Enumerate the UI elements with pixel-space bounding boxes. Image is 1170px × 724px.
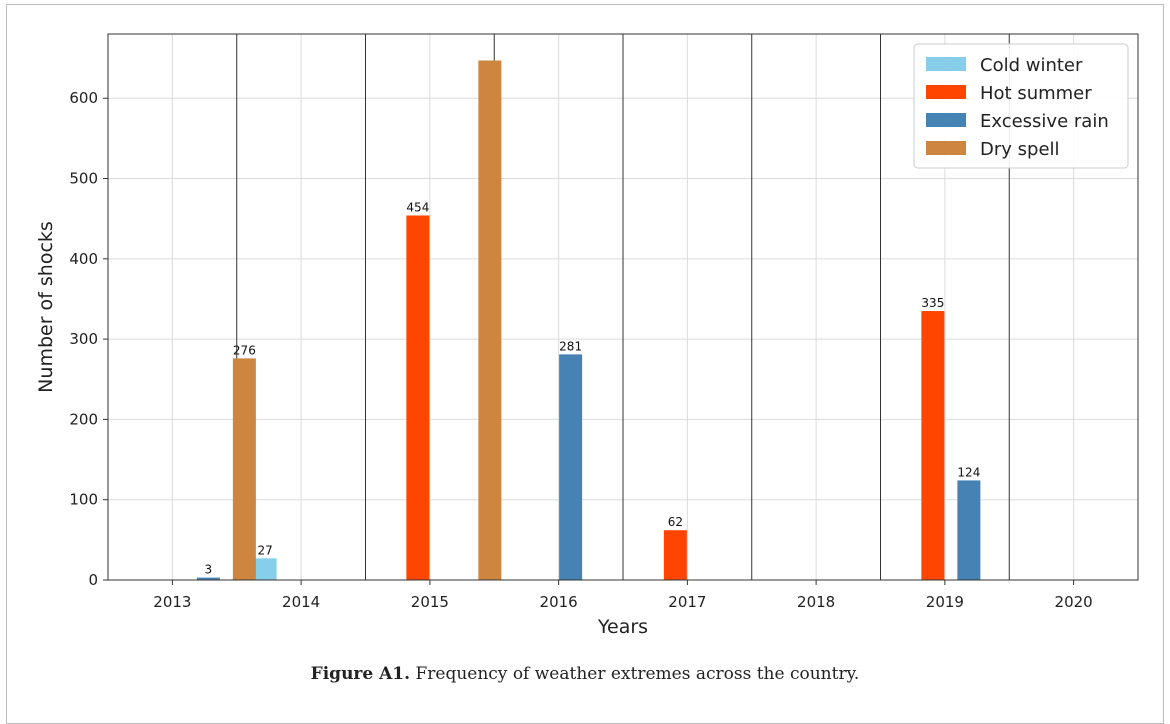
bar-hot-summer-2017 — [663, 530, 687, 580]
y-tick-label: 400 — [69, 250, 98, 268]
bar-value-label: 281 — [559, 339, 582, 353]
x-tick-label: 2017 — [668, 593, 706, 611]
caption-text: Frequency of weather extremes across the… — [410, 664, 860, 684]
x-tick-label: 2015 — [411, 593, 449, 611]
bar-dry-spell-2015 — [478, 60, 502, 580]
x-tick-label: 2019 — [926, 593, 964, 611]
bar-chart: 3 276 27 454 281 62 335 124 0 100 200 300 400 500 600 2… — [35, 33, 1139, 638]
figure-caption: Figure A1. Frequency of weather extremes… — [0, 664, 1170, 684]
x-tick-label: 2016 — [540, 593, 578, 611]
legend-label: Cold winter — [980, 55, 1083, 76]
bar-cold-winter-2014 — [253, 558, 277, 580]
caption-label: Figure A1. — [310, 664, 411, 684]
bar-excessive-rain-2013 — [196, 577, 220, 580]
legend-label: Dry spell — [980, 139, 1060, 160]
legend-swatch-cold-winter — [926, 57, 966, 71]
legend-label: Hot summer — [980, 83, 1092, 104]
bar-value-label: 454 — [406, 200, 429, 214]
x-tick-label: 2020 — [1055, 593, 1093, 611]
bar-value-label: 3 — [205, 563, 213, 577]
x-tick-label: 2013 — [153, 593, 191, 611]
y-tick-label: 100 — [69, 491, 98, 509]
y-tick-label: 600 — [69, 89, 98, 107]
y-tick-label: 200 — [69, 410, 98, 428]
y-tick-label: 300 — [69, 330, 98, 348]
bar-excessive-rain-2019 — [957, 480, 981, 580]
bar-dry-spell-2013 — [232, 358, 256, 580]
bar-hot-summer-2015 — [406, 215, 430, 580]
legend-swatch-dry-spell — [926, 141, 966, 155]
x-tick-label: 2018 — [797, 593, 835, 611]
plot-area-border — [107, 33, 1139, 581]
y-tick-label: 0 — [88, 571, 98, 589]
bar-value-label: 276 — [233, 343, 256, 357]
legend-swatch-hot-summer — [926, 85, 966, 99]
bar-hot-summer-2019 — [921, 311, 945, 580]
bar-excessive-rain-2016 — [559, 354, 583, 580]
bar-value-label: 335 — [921, 296, 944, 310]
legend-swatch-excessive-rain — [926, 113, 966, 127]
x-tick-label: 2014 — [282, 593, 320, 611]
bar-value-label: 62 — [668, 515, 683, 529]
x-axis-label: Years — [597, 616, 648, 638]
y-axis-label: Number of shocks — [35, 221, 57, 393]
bar-value-label: 27 — [257, 543, 272, 557]
bar-value-label: 124 — [957, 465, 980, 479]
y-tick-label: 500 — [69, 170, 98, 188]
legend-box — [913, 43, 1129, 169]
legend-label: Excessive rain — [980, 111, 1109, 132]
